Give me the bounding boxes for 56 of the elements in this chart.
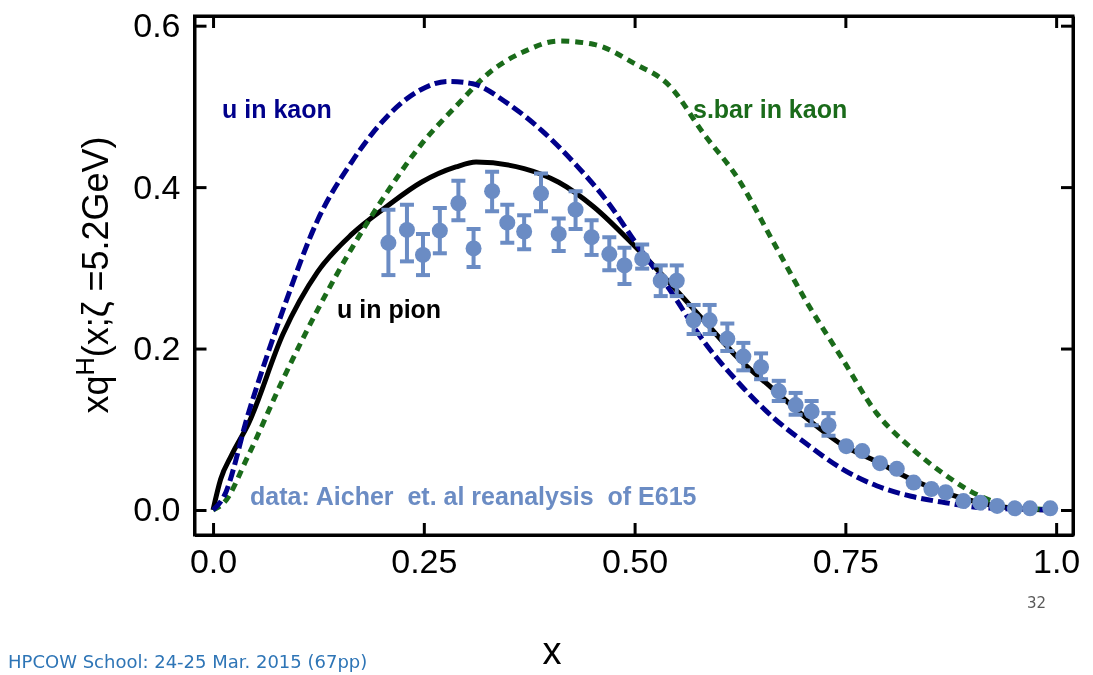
y-tick-label: 0.2 [133, 328, 181, 367]
series-label: s.bar in kaon [693, 95, 848, 123]
point [668, 272, 685, 289]
point [753, 359, 770, 376]
point [770, 383, 787, 400]
text: data: Aicher et. al reanalysis of E615 [250, 482, 697, 510]
y-tick-label: 0.6 [133, 6, 181, 45]
point [871, 455, 888, 472]
series-label: u in kaon [222, 95, 332, 123]
y-tick-label: 0.0 [133, 490, 181, 529]
point [989, 497, 1006, 514]
point [685, 312, 702, 329]
x-tick-label: 0.50 [602, 542, 669, 581]
point [431, 222, 448, 239]
x-tick-label: 1.0 [1033, 542, 1081, 581]
point [516, 223, 533, 240]
point [955, 493, 972, 510]
text: HPCOW School: 24-25 Mar. 2015 (67pp) [8, 651, 368, 672]
x-axis-title: x [542, 630, 562, 672]
point [414, 246, 431, 263]
point [701, 312, 718, 329]
point [652, 272, 669, 289]
point [937, 484, 954, 501]
point [854, 443, 871, 460]
point [499, 214, 516, 231]
point [735, 348, 752, 365]
point [616, 257, 633, 274]
point [583, 229, 600, 246]
x-tick-label: 0.0 [189, 542, 238, 581]
point [820, 417, 837, 434]
point [567, 201, 584, 218]
text: 32 [1026, 594, 1046, 612]
point [787, 397, 804, 414]
point [484, 183, 501, 200]
point [719, 330, 736, 347]
point [550, 225, 567, 242]
point [1006, 500, 1023, 517]
point [465, 240, 482, 257]
series-label: u in pion [337, 295, 442, 323]
x-tick-label: 0.75 [812, 542, 879, 581]
point [634, 250, 651, 267]
point [533, 185, 550, 202]
point [803, 403, 820, 420]
point [1042, 500, 1059, 517]
point [398, 221, 415, 238]
point [450, 195, 467, 212]
point [905, 474, 922, 491]
point [601, 246, 618, 263]
point [972, 494, 989, 511]
point [923, 481, 940, 497]
y-tick-label: 0.4 [133, 167, 181, 206]
point [1022, 500, 1038, 517]
point [888, 460, 905, 477]
x-tick-label: 0.25 [391, 542, 458, 581]
point [380, 234, 397, 251]
point [838, 438, 855, 455]
